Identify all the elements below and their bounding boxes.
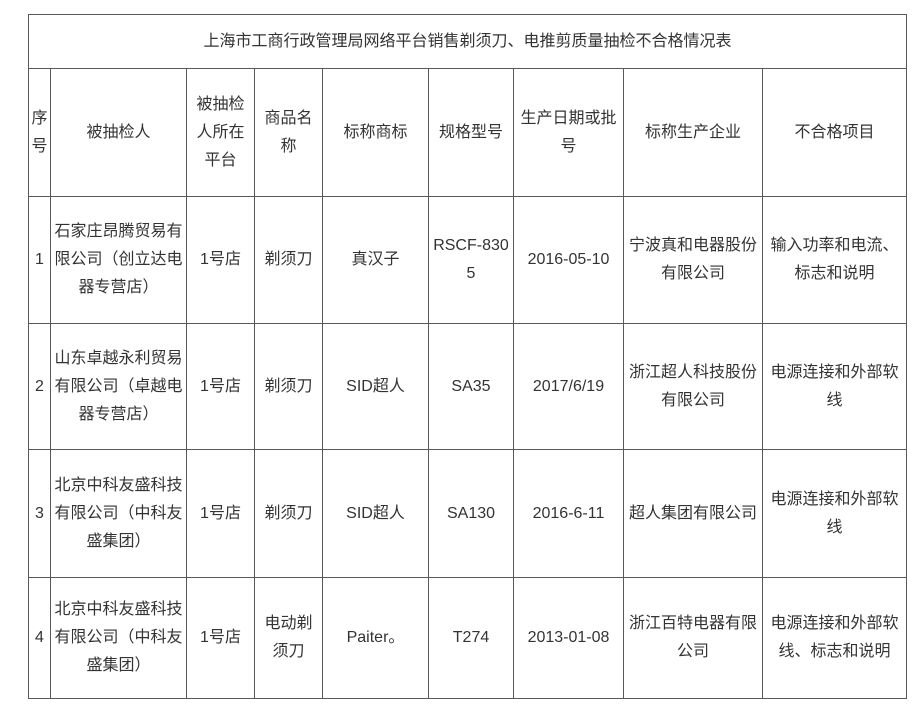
header-cell-inspected: 被抽检人 — [50, 68, 187, 197]
table-cell: 2017/6/19 — [513, 323, 624, 450]
inspection-report-table: 上海市工商行政管理局网络平台销售剃须刀、电推剪质量抽检不合格情况表 序号 被抽检… — [27, 14, 908, 699]
table-cell: SA35 — [428, 323, 514, 450]
table-cell: RSCF-8305 — [428, 196, 514, 324]
table-cell: 浙江超人科技股份有限公司 — [623, 323, 763, 450]
header-cell-model: 规格型号 — [428, 68, 514, 197]
header-cell-failed-items: 不合格项目 — [761, 68, 908, 197]
table-cell: 电源连接和外部软线 — [761, 449, 908, 578]
table-cell: 剃须刀 — [254, 196, 323, 324]
table-cell: 1号店 — [186, 323, 255, 450]
table-cell: 2013-01-08 — [513, 577, 624, 699]
header-cell-platform: 被抽检人所在平台 — [186, 68, 255, 197]
table-cell: SID超人 — [322, 449, 429, 578]
header-cell-seq: 序号 — [28, 68, 51, 197]
table-cell: 电动剃须刀 — [254, 577, 323, 699]
table-cell: 宁波真和电器股份有限公司 — [623, 196, 763, 324]
table-cell: 1号店 — [186, 577, 255, 699]
title-row: 上海市工商行政管理局网络平台销售剃须刀、电推剪质量抽检不合格情况表 — [27, 14, 908, 69]
table-cell: 3 — [28, 449, 51, 578]
table-cell: 超人集团有限公司 — [623, 449, 763, 578]
table-cell: T274 — [428, 577, 514, 699]
table-row: 4 北京中科友盛科技有限公司（中科友盛集团） 1号店 电动剃须刀 Paiter。… — [28, 577, 908, 699]
table-cell: Paiter。 — [322, 577, 429, 699]
table-cell: 1号店 — [186, 449, 255, 578]
table-cell: 北京中科友盛科技有限公司（中科友盛集团） — [50, 577, 187, 699]
table-cell: 电源连接和外部软线、标志和说明 — [761, 577, 908, 699]
table-cell: 2016-05-10 — [513, 196, 624, 324]
table-cell: 1 — [28, 196, 51, 324]
table-cell: 北京中科友盛科技有限公司（中科友盛集团） — [50, 449, 187, 578]
header-cell-date: 生产日期或批号 — [513, 68, 624, 197]
header-cell-manufacturer: 标称生产企业 — [623, 68, 763, 197]
table-cell: 剃须刀 — [254, 323, 323, 450]
table-cell: 2016-6-11 — [513, 449, 624, 578]
table-cell: 石家庄昂腾贸易有限公司（创立达电器专营店） — [50, 196, 187, 324]
header-cell-product: 商品名称 — [254, 68, 323, 197]
table-cell: 真汉子 — [322, 196, 429, 324]
header-cell-brand: 标称商标 — [322, 68, 429, 197]
table-cell: 山东卓越永利贸易有限公司（卓越电器专营店） — [50, 323, 187, 450]
table-cell: 1号店 — [186, 196, 255, 324]
table-title: 上海市工商行政管理局网络平台销售剃须刀、电推剪质量抽检不合格情况表 — [27, 14, 908, 69]
table-row: 3 北京中科友盛科技有限公司（中科友盛集团） 1号店 剃须刀 SID超人 SA1… — [28, 449, 908, 578]
table-cell: 4 — [28, 577, 51, 699]
table-cell: SID超人 — [322, 323, 429, 450]
header-row: 序号 被抽检人 被抽检人所在平台 商品名称 标称商标 规格型号 生产日期或批号 … — [28, 68, 908, 197]
table-row: 2 山东卓越永利贸易有限公司（卓越电器专营店） 1号店 剃须刀 SID超人 SA… — [28, 323, 908, 450]
table-cell: 剃须刀 — [254, 449, 323, 578]
table-cell: 电源连接和外部软线 — [761, 323, 908, 450]
table-cell: 2 — [28, 323, 51, 450]
table-cell: SA130 — [428, 449, 514, 578]
table-cell: 输入功率和电流、标志和说明 — [761, 196, 908, 324]
table-row: 1 石家庄昂腾贸易有限公司（创立达电器专营店） 1号店 剃须刀 真汉子 RSCF… — [28, 196, 908, 324]
table-cell: 浙江百特电器有限公司 — [623, 577, 763, 699]
